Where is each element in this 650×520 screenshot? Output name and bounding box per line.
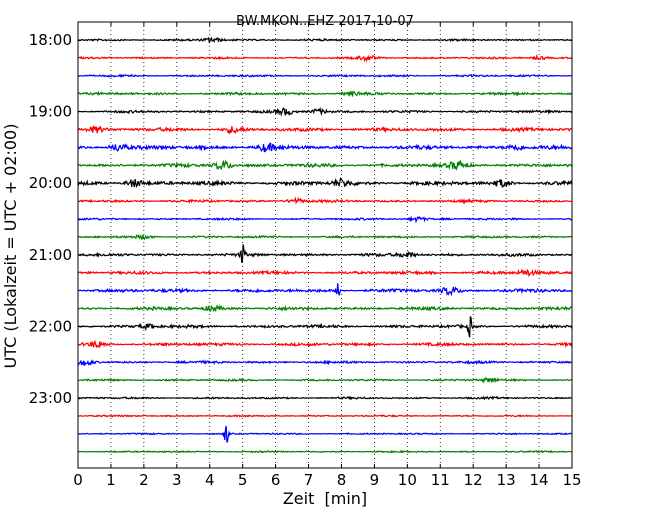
x-tick-label: 14 [530, 471, 549, 489]
seismic-trace [77, 359, 573, 366]
seismic-trace [77, 414, 573, 418]
y-axis-label: UTC (Lokalzeit = UTC + 02:00) [1, 124, 20, 369]
seismic-trace [77, 73, 573, 78]
seismic-trace [77, 304, 573, 312]
seismic-trace [77, 159, 573, 171]
y-tick-label: 21:00 [29, 246, 72, 264]
y-tick-label: 20:00 [29, 174, 72, 192]
x-tick-label: 13 [497, 471, 516, 489]
seismic-trace [77, 449, 573, 454]
y-tick-label: 18:00 [29, 31, 72, 49]
seismic-trace [77, 316, 573, 338]
x-tick-label: 3 [172, 471, 182, 489]
x-tick-label: 7 [304, 471, 314, 489]
y-tick-label: 19:00 [29, 103, 72, 121]
seismic-trace [77, 244, 573, 264]
x-tick-label: 11 [431, 471, 450, 489]
x-tick-label: 12 [464, 471, 483, 489]
trace-group [77, 36, 573, 454]
x-tick-label: 5 [238, 471, 248, 489]
seismic-trace [77, 142, 573, 153]
seismic-trace [77, 376, 573, 384]
x-tick-label: 2 [139, 471, 149, 489]
plot-frame [77, 21, 573, 469]
x-tick-label: 0 [73, 471, 83, 489]
x-tick-label: 10 [398, 471, 417, 489]
y-axis-ticks: 18:00 19:00 20:00 21:00 22:00 23:00 [29, 31, 572, 407]
seismic-trace [77, 234, 573, 241]
grid-lines [110, 22, 540, 468]
seismic-trace [77, 196, 573, 205]
seismic-trace [77, 283, 573, 297]
seismic-trace [77, 215, 573, 224]
x-tick-label: 15 [562, 471, 581, 489]
seismic-trace [77, 177, 573, 189]
seismic-trace [77, 268, 573, 277]
seismic-trace [77, 36, 573, 44]
x-axis-label: Zeit [min] [283, 489, 367, 508]
x-tick-label: 8 [337, 471, 347, 489]
x-tick-label: 6 [271, 471, 281, 489]
seismic-trace [77, 425, 573, 443]
seismic-trace [77, 340, 573, 349]
seismic-trace [77, 125, 573, 135]
x-tick-label: 9 [370, 471, 380, 489]
seismic-trace [77, 395, 573, 401]
x-axis-ticks: 0 1 2 3 4 5 6 7 8 9 10 11 12 13 14 15 [73, 22, 582, 489]
x-tick-label: 1 [106, 471, 116, 489]
seismic-trace [77, 106, 573, 117]
y-tick-label: 23:00 [29, 389, 72, 407]
seismic-trace [77, 90, 573, 97]
seismic-trace [77, 53, 573, 63]
x-tick-label: 4 [205, 471, 215, 489]
y-tick-label: 22:00 [29, 317, 72, 335]
